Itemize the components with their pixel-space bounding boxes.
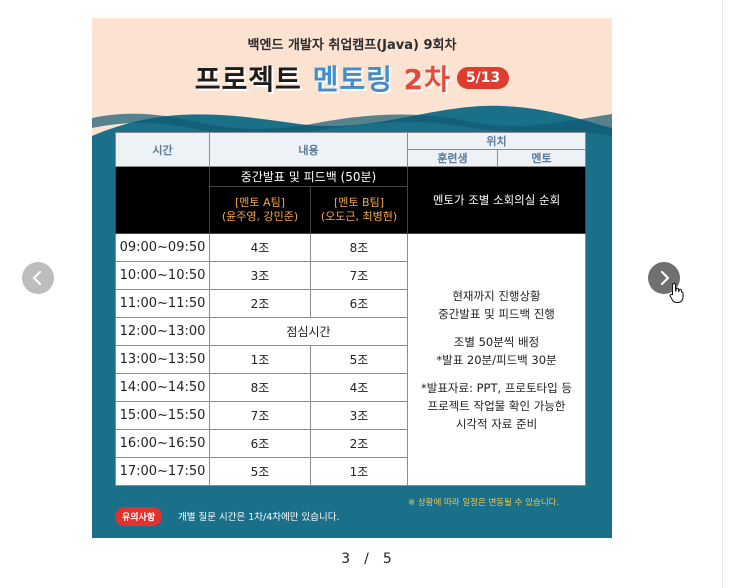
team-b-cell: 4조 (310, 373, 408, 402)
table-row: 12:00~13:00 점심시간 (115, 317, 586, 346)
info-spacer (408, 369, 585, 379)
notice-badge: 유의사항 (115, 507, 163, 526)
info-line2: 중간발표 및 피드백 진행 (438, 306, 555, 321)
team-b-cell: 6조 (310, 289, 408, 318)
schedule-table: 시간 내용 위치 훈련생 멘토 중간발표 및 피드백 (50분) 멘토가 조별 … (115, 132, 586, 486)
pager-current: 3 (341, 551, 351, 567)
title-round: 2차 (403, 63, 451, 96)
carousel-slide-image: 백엔드 개발자 취업캠프(Java) 9회차 프로젝트 멘토링 2차 5/13 시… (92, 18, 612, 538)
info-line3: 조별 50분씩 배정 (453, 334, 540, 349)
pager-total: 5 (382, 551, 392, 567)
info-line5: *발표자료: PPT, 프로토타입 등 (421, 380, 572, 395)
header-trainee: 훈련생 (407, 149, 498, 167)
team-b-cell: 7조 (310, 261, 408, 290)
team-a-cell: 1조 (209, 345, 311, 374)
time-cell: 12:00~13:00 (115, 317, 210, 346)
header-time: 시간 (115, 132, 210, 167)
pager-separator: / (364, 551, 369, 567)
table-row: 10:00~10:50 3조 7조 (115, 261, 586, 290)
chevron-right-icon (660, 270, 670, 286)
teams-row: [멘토 A팀] (윤주영, 강민준) [멘토 B팀] (오도근, 최병현) (116, 186, 586, 234)
table-row: 09:00~09:50 4조 8조 현재까지 진행상황 중간발표 및 피드백 진행 조별 … (115, 233, 586, 486)
info-line4: *발표 20분/피드백 30분 (436, 352, 557, 367)
team-a-cell: 3조 (209, 261, 311, 290)
team-a-cell: 6조 (209, 429, 311, 458)
team-b-label: [멘토 B팀] (오도근, 최병현) (310, 186, 408, 234)
time-cell: 13:00~13:50 (115, 345, 210, 374)
midterm-row: 중간발표 및 피드백 (50분) 멘토가 조별 소회의실 순회 (115, 166, 586, 234)
team-a-cell: 2조 (209, 289, 311, 318)
time-cell: 11:00~11:50 (115, 289, 210, 318)
time-cell: 17:00~17:50 (115, 457, 210, 486)
time-cell: 15:00~15:50 (115, 401, 210, 430)
time-cell: 10:00~10:50 (115, 261, 210, 290)
team-b-cell: 2조 (310, 429, 408, 458)
blank-time-cell (115, 166, 210, 234)
team-b-cell: 8조 (310, 233, 408, 262)
midterm-label: 중간발표 및 피드백 (50분) (209, 166, 408, 187)
hand-cursor-icon (669, 282, 684, 303)
info-line6: 프로젝트 작업물 확인 가능한 (427, 398, 566, 413)
team-b-cell: 1조 (310, 457, 408, 486)
team-a-cell: 4조 (209, 233, 311, 262)
team-a-cell: 5조 (209, 457, 311, 486)
team-b-cell: 5조 (310, 345, 408, 374)
header-content: 내용 (209, 132, 408, 167)
team-b-cell: 3조 (310, 401, 408, 430)
header-location: 위치 (407, 132, 586, 150)
time-cell: 16:00~16:50 (115, 429, 210, 458)
team-a-cell: 8조 (209, 373, 311, 402)
info-line1: 현재까지 진행상황 (452, 288, 541, 303)
change-notice: ※ 상황에 따라 일정은 변동될 수 있습니다. (408, 498, 560, 508)
mentor-rounds: 멘토가 조별 소회의실 순회 (407, 166, 586, 234)
prev-slide-button[interactable] (22, 262, 54, 294)
info-spacer (408, 323, 585, 333)
table-row: 14:00~14:50 8조 4조 (115, 373, 586, 402)
table-row: 11:00~11:50 2조 6조 (115, 289, 586, 318)
carousel-pager: 3 / 5 (0, 551, 733, 567)
table-header-row: 시간 내용 위치 (115, 132, 586, 167)
table-row: 16:00~16:50 6조 2조 (115, 429, 586, 458)
header-mentor: 멘토 (497, 149, 586, 167)
time-cell: 14:00~14:50 (115, 373, 210, 402)
team-a-label: [멘토 A팀] (윤주영, 강민준) (209, 186, 311, 234)
title-mentoring: 멘토링 (312, 63, 393, 96)
date-badge: 5/13 (456, 67, 510, 89)
table-row: 17:00~17:50 5조 1조 (115, 457, 586, 486)
title-project: 프로젝트 (194, 63, 302, 96)
page-right-border (722, 0, 723, 588)
table-row: 13:00~13:50 1조 5조 (115, 345, 586, 374)
chevron-left-icon (32, 270, 42, 286)
info-line7: 시각적 자료 준비 (455, 416, 538, 431)
table-row: 15:00~15:50 7조 3조 (115, 401, 586, 430)
slide-title: 프로젝트 멘토링 2차 5/13 (92, 58, 612, 98)
team-a-cell: 7조 (209, 401, 311, 430)
lunch-cell: 점심시간 (209, 317, 408, 346)
time-cell: 09:00~09:50 (115, 233, 210, 262)
notice-text: 개별 질문 시간은 1차/4차에만 있습니다. (178, 512, 340, 523)
slide-subtitle: 백엔드 개발자 취업캠프(Java) 9회차 (247, 38, 457, 53)
